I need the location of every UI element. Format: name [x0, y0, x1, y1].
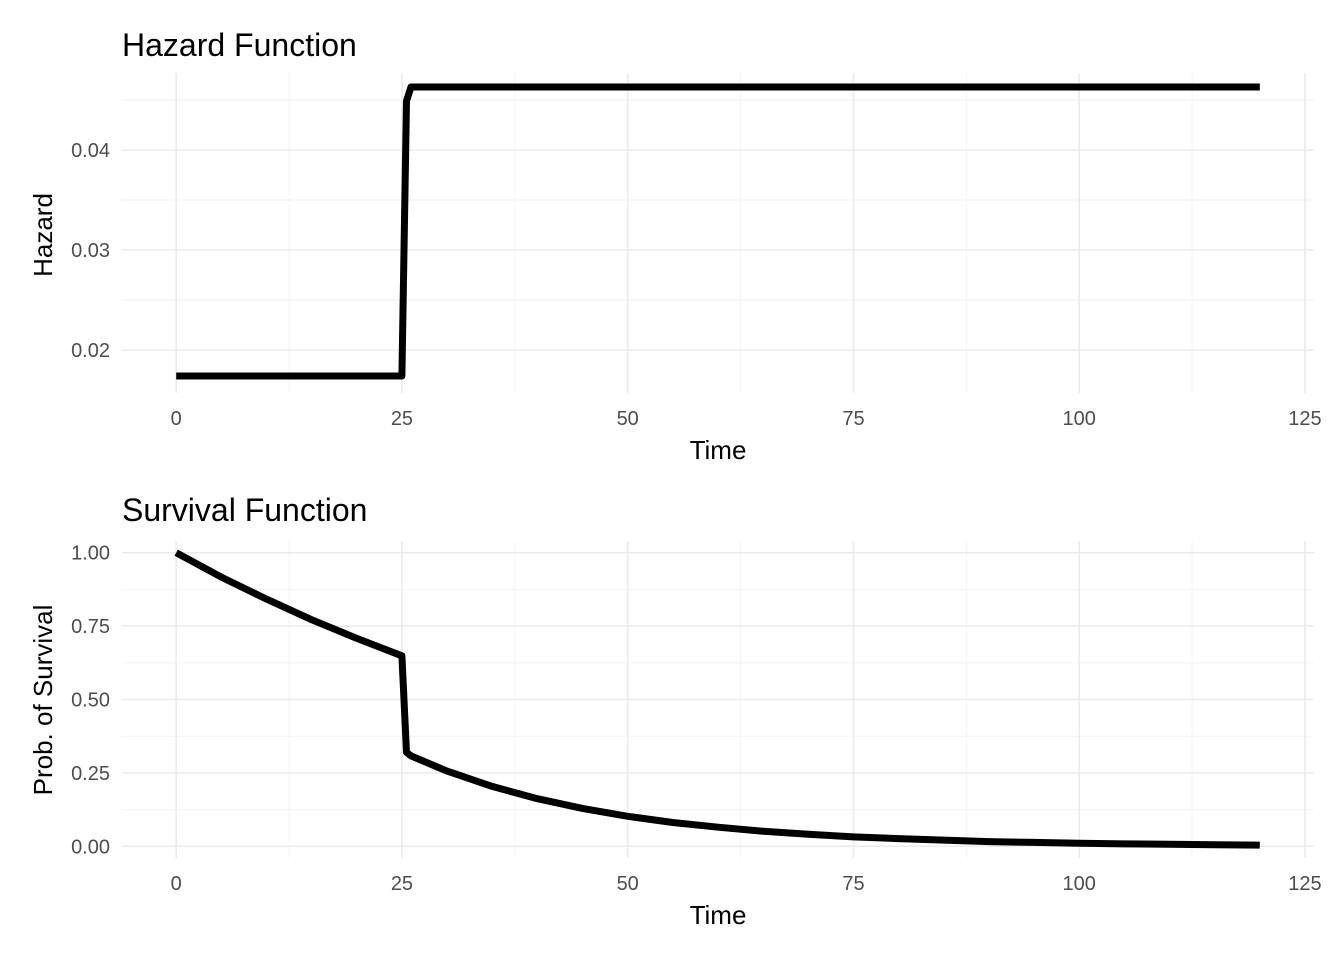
survival-y-axis-title: Prob. of Survival	[28, 605, 58, 796]
survival-x-tick-label: 50	[617, 873, 639, 895]
survival-x-tick-label: 25	[391, 873, 413, 895]
hazard-x-tick-label: 125	[1288, 408, 1321, 430]
hazard-x-tick-label: 75	[842, 408, 864, 430]
survival-x-tick-label: 75	[842, 873, 864, 895]
survival-y-tick-label: 1.00	[71, 543, 110, 565]
hazard-chart: 0 25 50 75 100 125 0.02 0.03 0.04 Hazard Functio…	[28, 27, 1322, 465]
survival-x-tick-label: 125	[1288, 873, 1321, 895]
hazard-y-tick-label: 0.04	[71, 140, 110, 162]
hazard-x-axis-title: Time	[690, 435, 747, 465]
hazard-x-tick-label: 50	[617, 408, 639, 430]
survival-y-tick-label: 0.75	[71, 616, 110, 638]
survival-y-tick-label: 0.25	[71, 763, 110, 785]
hazard-y-tick-label: 0.02	[71, 340, 110, 362]
survival-x-axis-title: Time	[690, 900, 747, 930]
hazard-x-tick-label: 25	[391, 408, 413, 430]
hazard-series-line	[176, 83, 1260, 380]
hazard-x-tick-label: 0	[171, 408, 182, 430]
survival-y-tick-label: 0.00	[71, 836, 110, 858]
survival-series-line	[174, 549, 1260, 849]
hazard-y-tick-label: 0.03	[71, 240, 110, 262]
survival-chart: 0 25 50 75 100 125 0.00 0.25 0.50 0.75 1.00 Surviv…	[28, 492, 1322, 930]
survival-chart-title: Survival Function	[122, 492, 367, 528]
hazard-y-axis-title: Hazard	[28, 193, 58, 277]
survival-x-tick-label: 100	[1063, 873, 1096, 895]
survival-x-tick-label: 0	[171, 873, 182, 895]
hazard-x-tick-label: 100	[1063, 408, 1096, 430]
hazard-chart-title: Hazard Function	[122, 27, 357, 63]
survival-y-tick-label: 0.50	[71, 690, 110, 712]
